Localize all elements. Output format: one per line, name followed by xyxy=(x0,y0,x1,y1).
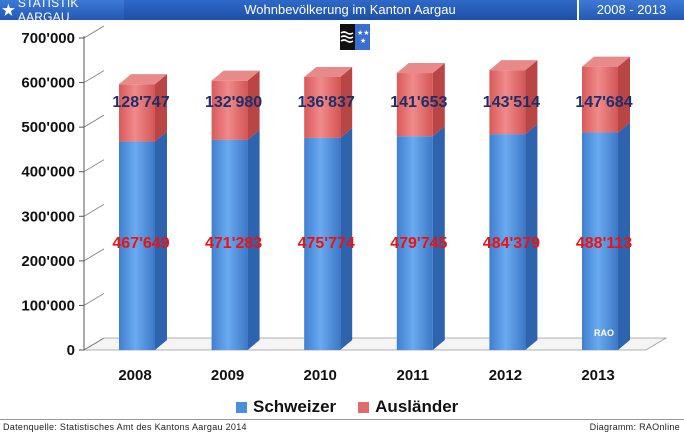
bar-schweizer-side xyxy=(432,126,445,350)
data-label-schweizer: 471'283 xyxy=(205,235,262,252)
bar-auslaender-top xyxy=(211,70,260,81)
footer-bar: Datenquelle: Statistisches Amt des Kanto… xyxy=(0,419,684,434)
svg-text:★★: ★★ xyxy=(357,29,370,37)
y-tick-guide xyxy=(83,159,105,173)
population-chart: 0 100'000 200'000 300'000 400'000 500'000 600'… xyxy=(21,25,668,384)
data-label-schweizer: 467'649 xyxy=(112,235,169,252)
y-tick-guide xyxy=(83,25,105,39)
bar-schweizer-side xyxy=(340,127,353,350)
legend-swatch-schweizer xyxy=(236,401,247,413)
svg-text:★: ★ xyxy=(360,37,366,45)
bar-schweizer-side xyxy=(247,129,260,350)
y-tick-guide xyxy=(83,337,105,351)
bar-auslaender-side xyxy=(618,56,630,133)
legend-item-auslaender: Ausländer xyxy=(358,397,458,417)
bar-auslaender-front xyxy=(582,66,618,133)
data-label-schweizer: 488'113 xyxy=(576,235,632,252)
legend-swatch-auslaender xyxy=(358,401,370,413)
data-label-auslaender: 141'653 xyxy=(390,94,447,111)
legend-item-schweizer: Schweizer xyxy=(236,397,336,417)
y-tick-guide xyxy=(83,293,105,306)
y-tick-label: 600'000 xyxy=(21,75,75,92)
data-label-auslaender: 147'684 xyxy=(575,94,632,111)
chart-credit: Diagramm: RAOnline xyxy=(589,422,680,432)
y-tick-label: 0 xyxy=(67,342,75,359)
bar-schweizer-front xyxy=(489,134,526,350)
bar-schweizer-front xyxy=(582,132,618,350)
x-tick-label: 2009 xyxy=(211,367,244,384)
legend-label-auslaender: Ausländer xyxy=(375,397,459,416)
x-tick-label: 2010 xyxy=(304,367,337,384)
header-period: 2008 - 2013 xyxy=(577,0,684,20)
legend-label-schweizer: Schweizer xyxy=(253,397,337,416)
y-tick-label: 400'000 xyxy=(21,164,75,181)
y-tick-label: 500'000 xyxy=(21,119,75,136)
bar-auslaender-top xyxy=(119,74,167,85)
bar-auslaender-front xyxy=(396,73,433,137)
bar-schweizer-front xyxy=(396,136,433,350)
bar-auslaender-top xyxy=(396,63,445,74)
bar-schweizer-front xyxy=(304,137,341,350)
header-bar: STATISTIK AARGAU Wohnbevölkerung im Kant… xyxy=(0,0,684,24)
aargau-flag-icon: ★★ ★ xyxy=(340,24,370,50)
bar-schweizer-front xyxy=(211,139,248,350)
y-tick-label: 700'000 xyxy=(21,30,75,47)
data-label-auslaender: 132'980 xyxy=(205,94,262,111)
data-label-auslaender: 143'514 xyxy=(483,94,540,111)
x-tick-label: 2008 xyxy=(118,367,151,384)
bar-auslaender-side xyxy=(340,66,353,138)
y-tick-label: 100'000 xyxy=(21,297,75,314)
data-label-schweizer: 475'774 xyxy=(298,235,355,252)
bar-auslaender-top xyxy=(489,60,538,71)
bar-auslaender-top xyxy=(582,56,630,67)
bar-auslaender-front xyxy=(304,76,341,138)
bar-schweizer-side xyxy=(525,124,538,350)
bar-auslaender-side xyxy=(525,60,538,135)
bar-schweizer-side xyxy=(155,131,167,350)
bar-auslaender-side xyxy=(155,74,167,142)
data-label-schweizer: 479'745 xyxy=(390,235,447,252)
y-tick-guide xyxy=(83,70,105,83)
bar-schweizer-side xyxy=(618,122,630,350)
y-tick-label: 200'000 xyxy=(21,253,75,270)
data-source: Datenquelle: Statistisches Amt des Kanto… xyxy=(3,422,247,432)
rao-watermark: RAO xyxy=(594,328,614,338)
bar-auslaender-side xyxy=(247,70,260,140)
bar-auslaender-side xyxy=(432,63,445,137)
data-label-auslaender: 136'837 xyxy=(298,94,355,111)
chart-legend: Schweizer Ausländer xyxy=(236,397,474,417)
header-brand: STATISTIK AARGAU xyxy=(0,0,124,24)
y-tick-guide xyxy=(83,248,105,262)
bar-schweizer-front xyxy=(119,141,155,350)
bar-auslaender-top xyxy=(304,66,353,77)
x-tick-label: 2013 xyxy=(581,367,614,384)
data-label-auslaender: 128'747 xyxy=(112,94,169,111)
y-tick-guide xyxy=(83,203,105,217)
y-tick-label: 300'000 xyxy=(21,208,75,225)
header-brand-label: STATISTIK AARGAU xyxy=(17,0,79,24)
x-tick-label: 2011 xyxy=(397,367,430,384)
star-icon xyxy=(2,3,15,16)
page-title: Wohnbevölkerung im Kanton Aargau xyxy=(244,2,456,17)
bar-auslaender-front xyxy=(489,70,526,135)
bar-auslaender-front xyxy=(119,84,155,142)
bar-auslaender-front xyxy=(211,80,248,140)
data-label-schweizer: 484'379 xyxy=(483,235,540,252)
chart-floor xyxy=(82,337,668,351)
x-tick-label: 2012 xyxy=(489,367,522,384)
y-tick-guide xyxy=(83,114,105,128)
